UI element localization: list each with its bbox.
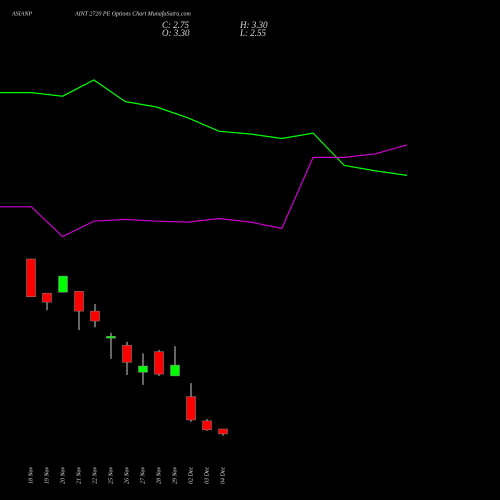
- candle-body: [202, 420, 212, 431]
- indicator-line: [0, 79, 408, 176]
- candle-body: [186, 396, 196, 421]
- close-label: C: 2.75: [162, 20, 190, 30]
- candle-body: [90, 310, 100, 322]
- x-tick-label: 20 Nov: [60, 466, 66, 484]
- candle-body: [58, 275, 68, 293]
- candle-body: [106, 336, 116, 339]
- x-tick-label: 28 Nov: [156, 466, 162, 484]
- x-tick-label: 19 Nov: [44, 466, 50, 484]
- x-tick-label: 04 Dec: [219, 467, 226, 484]
- x-tick-label: 22 Nov: [92, 466, 98, 484]
- x-tick-label: 29 Nov: [172, 466, 178, 484]
- open-label: O: 3.30: [162, 28, 190, 38]
- candle-body: [218, 428, 228, 435]
- candle-body: [26, 258, 36, 298]
- chart-subtitle: AINT 2720 PE Options Chart MunafaSutra.c…: [74, 10, 192, 17]
- x-tick-label: 03 Dec: [204, 467, 210, 484]
- x-tick-label: 02 Dec: [188, 467, 194, 484]
- indicator-line: [0, 144, 408, 238]
- x-tick-label: 18 Nov: [28, 466, 34, 484]
- candle-body: [122, 345, 132, 363]
- x-tick-label: 26 Nov: [124, 466, 130, 484]
- x-tick-label: 27 Nov: [140, 466, 146, 484]
- low-label: L: 2.55: [239, 28, 267, 38]
- high-label: H: 3.30: [239, 20, 268, 30]
- candle-body: [154, 351, 164, 375]
- candle-body: [42, 292, 52, 303]
- candle-body: [74, 291, 84, 312]
- x-tick-label: 25 Nov: [108, 466, 114, 484]
- x-tick-label: 21 Nov: [76, 466, 82, 484]
- candle-body: [138, 365, 148, 373]
- chart-title: ASIANP: [11, 11, 32, 17]
- candle-body: [170, 364, 180, 377]
